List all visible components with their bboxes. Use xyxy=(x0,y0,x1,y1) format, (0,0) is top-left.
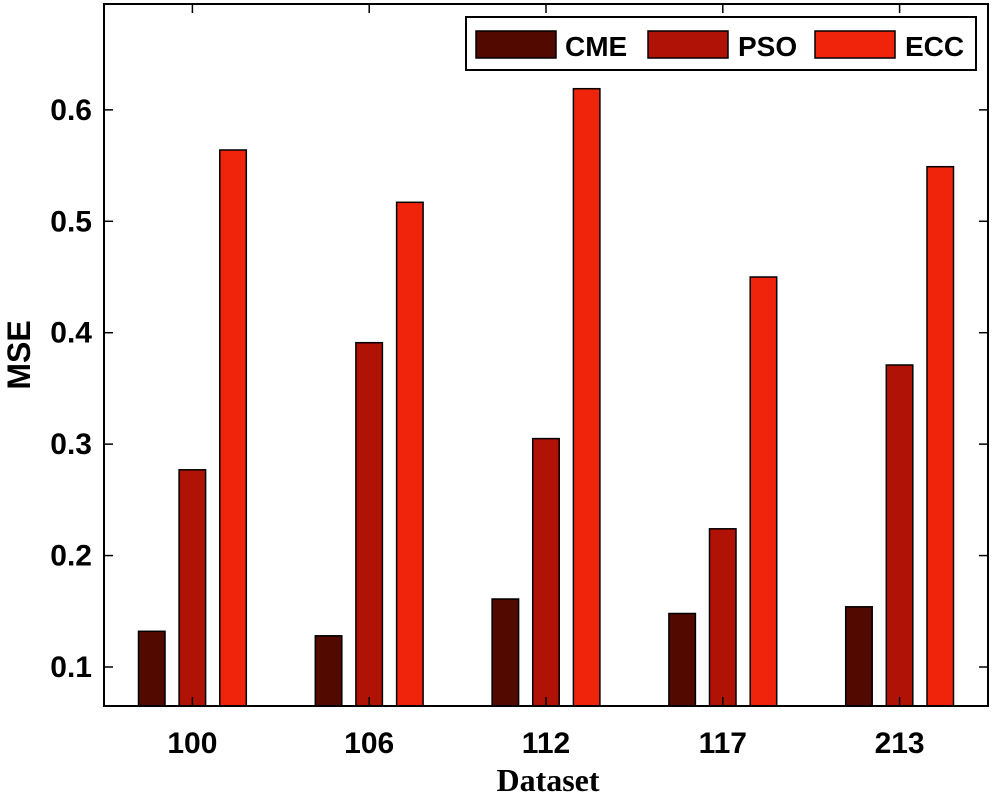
legend: CME PSO ECC xyxy=(465,16,977,71)
bar-pso-100 xyxy=(178,469,207,707)
y-tick-label-0.4: 0.4 xyxy=(50,317,92,350)
bar-ecc-112 xyxy=(572,87,601,707)
y-tick-label-0.2: 0.2 xyxy=(50,540,92,573)
y-tick-labels: 0.1 0.2 0.3 0.4 0.5 0.6 xyxy=(50,94,92,684)
y-tick-label-0.1: 0.1 xyxy=(50,651,92,684)
axis-ticks xyxy=(104,4,988,706)
bar-pso-213 xyxy=(885,364,914,707)
bar-pso-112 xyxy=(531,437,560,707)
bar-cme-112 xyxy=(491,598,520,707)
x-axis-label: Dataset xyxy=(496,762,599,798)
bar-ecc-117 xyxy=(749,276,778,707)
x-tick-label-112: 112 xyxy=(522,727,570,760)
y-tick-label-0.3: 0.3 xyxy=(50,428,92,461)
legend-label-pso: PSO xyxy=(738,31,797,62)
x-tick-label-213: 213 xyxy=(875,727,925,760)
bar-pso-117 xyxy=(708,528,737,707)
bar-ecc-106 xyxy=(395,201,424,707)
x-tick-label-106: 106 xyxy=(344,727,394,760)
x-tick-label-100: 100 xyxy=(167,727,217,760)
bar-pso-106 xyxy=(355,341,384,707)
plot-frame xyxy=(103,3,989,707)
bar-ecc-213 xyxy=(926,165,955,707)
legend-swatch-cme xyxy=(475,30,557,59)
legend-label-cme: CME xyxy=(565,31,627,62)
bar-cme-106 xyxy=(314,635,343,707)
legend-swatch-pso xyxy=(647,30,729,59)
bar-cme-213 xyxy=(844,606,873,707)
x-tick-labels: 100 106 112 117 213 xyxy=(167,727,924,760)
bar-cme-100 xyxy=(137,630,166,707)
bar-cme-117 xyxy=(668,612,697,707)
x-tick-label-117: 117 xyxy=(699,727,747,760)
y-axis-label: MSE xyxy=(1,320,37,389)
legend-label-ecc: ECC xyxy=(905,31,964,62)
y-tick-label-0.5: 0.5 xyxy=(50,205,92,238)
bars-group xyxy=(137,87,955,707)
bar-ecc-100 xyxy=(219,149,248,707)
legend-swatch-ecc xyxy=(814,30,896,59)
y-tick-label-0.6: 0.6 xyxy=(50,94,92,127)
